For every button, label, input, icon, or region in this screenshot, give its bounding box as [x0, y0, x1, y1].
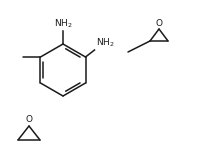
Text: NH$_2$: NH$_2$	[95, 36, 114, 49]
Text: NH$_2$: NH$_2$	[53, 17, 72, 30]
Text: O: O	[25, 116, 32, 125]
Text: O: O	[155, 18, 162, 28]
